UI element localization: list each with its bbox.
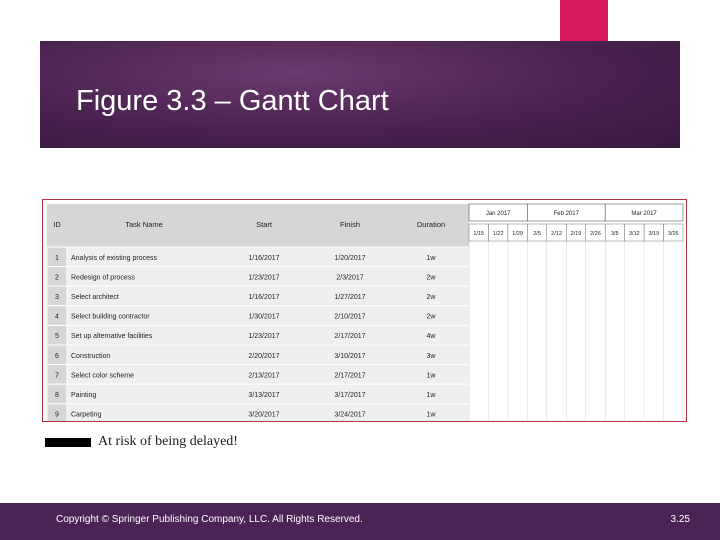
gantt-chart: ID Task Name Start Finish Duration Jan 2017 Fe… [42, 199, 687, 422]
cell-duration: 3w [427, 353, 437, 360]
table-header-bg [47, 204, 469, 247]
cell-finish: 1/20/2017 [334, 255, 365, 262]
cell-duration: 1w [427, 392, 437, 399]
cell-start: 1/16/2017 [248, 255, 279, 262]
week-label: 2/12 [551, 231, 562, 237]
cell-id: 5 [55, 333, 59, 340]
cell-finish: 2/17/2017 [334, 372, 365, 379]
cell-task-name: Select building contractor [71, 314, 150, 321]
cell-duration: 1w [427, 255, 437, 262]
week-label: 2/19 [571, 231, 582, 237]
cell-start: 1/23/2017 [248, 274, 279, 281]
month-cell [604, 203, 684, 222]
week-label: 3/5 [611, 231, 619, 237]
week-label: 2/5 [533, 231, 541, 237]
cell-duration: 4w [427, 333, 437, 340]
week-cell [663, 223, 684, 242]
week-label: 3/12 [629, 231, 640, 237]
cell-duration: 1w [427, 412, 437, 419]
cell-start: 3/20/2017 [248, 412, 279, 419]
cell-finish: 2/17/2017 [334, 333, 365, 340]
cell-finish: 2/3/2017 [336, 274, 363, 281]
cell-duration: 2w [427, 294, 437, 301]
table-header-id: ID [53, 220, 61, 229]
cell-duration: 2w [427, 314, 437, 321]
month-label: Mar 2017 [631, 211, 657, 217]
cell-id: 8 [55, 392, 59, 399]
week-label: 1/15 [473, 231, 484, 237]
table-header-duration: Duration [417, 220, 445, 229]
cell-id: 7 [55, 372, 59, 379]
cell-id: 6 [55, 353, 59, 360]
table-header-start: Start [256, 220, 273, 229]
cell-task-name: Select color scheme [71, 372, 134, 379]
cell-id: 2 [55, 274, 59, 281]
month-label: Jan 2017 [486, 211, 511, 217]
cell-task-name: Redesign of process [71, 274, 135, 281]
page-number: 3.25 [670, 514, 690, 525]
cell-id: 4 [55, 314, 59, 321]
week-label: 1/29 [512, 231, 523, 237]
cell-duration: 2w [427, 274, 437, 281]
cell-task-name: Painting [71, 392, 96, 399]
cell-start: 2/20/2017 [248, 353, 279, 360]
cell-id: 9 [55, 412, 59, 419]
week-label: 3/26 [668, 231, 679, 237]
cell-task-name: Select architect [71, 294, 119, 301]
cell-task-name: Analysis of existing process [71, 255, 157, 262]
footer-bar: Copyright © Springer Publishing Company,… [0, 503, 720, 540]
cell-finish: 3/10/2017 [334, 353, 365, 360]
cell-start: 1/30/2017 [248, 314, 279, 321]
cell-finish: 2/10/2017 [334, 314, 365, 321]
title-band: Figure 3.3 – Gantt Chart [40, 41, 680, 148]
cell-id: 1 [55, 255, 59, 262]
cell-start: 1/23/2017 [248, 333, 279, 340]
cell-task-name: Carpeting [71, 412, 101, 419]
cell-finish: 3/24/2017 [334, 412, 365, 419]
legend-risk-label: At risk of being delayed! [98, 434, 238, 449]
footer-copyright: Copyright © Springer Publishing Company,… [56, 514, 363, 525]
slide-title: Figure 3.3 – Gantt Chart [76, 85, 389, 117]
table-header-finish: Finish [340, 220, 360, 229]
gantt-svg: ID Task Name Start Finish Duration Jan 2017 Fe… [46, 203, 684, 421]
cell-start: 1/16/2017 [248, 294, 279, 301]
week-label: 1/22 [493, 231, 504, 237]
cell-start: 2/13/2017 [248, 372, 279, 379]
cell-duration: 1w [427, 372, 437, 379]
cell-id: 3 [55, 294, 59, 301]
cell-task-name: Construction [71, 353, 110, 360]
cell-task-name: Set up alternative facilities [71, 333, 153, 340]
table-header-task-name: Task Name [125, 220, 163, 229]
cell-finish: 1/27/2017 [334, 294, 365, 301]
cell-finish: 3/17/2017 [334, 392, 365, 399]
week-label: 2/26 [590, 231, 601, 237]
month-label: Feb 2017 [554, 211, 580, 217]
week-label: 3/19 [648, 231, 659, 237]
legend-risk-swatch [45, 438, 91, 447]
cell-start: 3/13/2017 [248, 392, 279, 399]
